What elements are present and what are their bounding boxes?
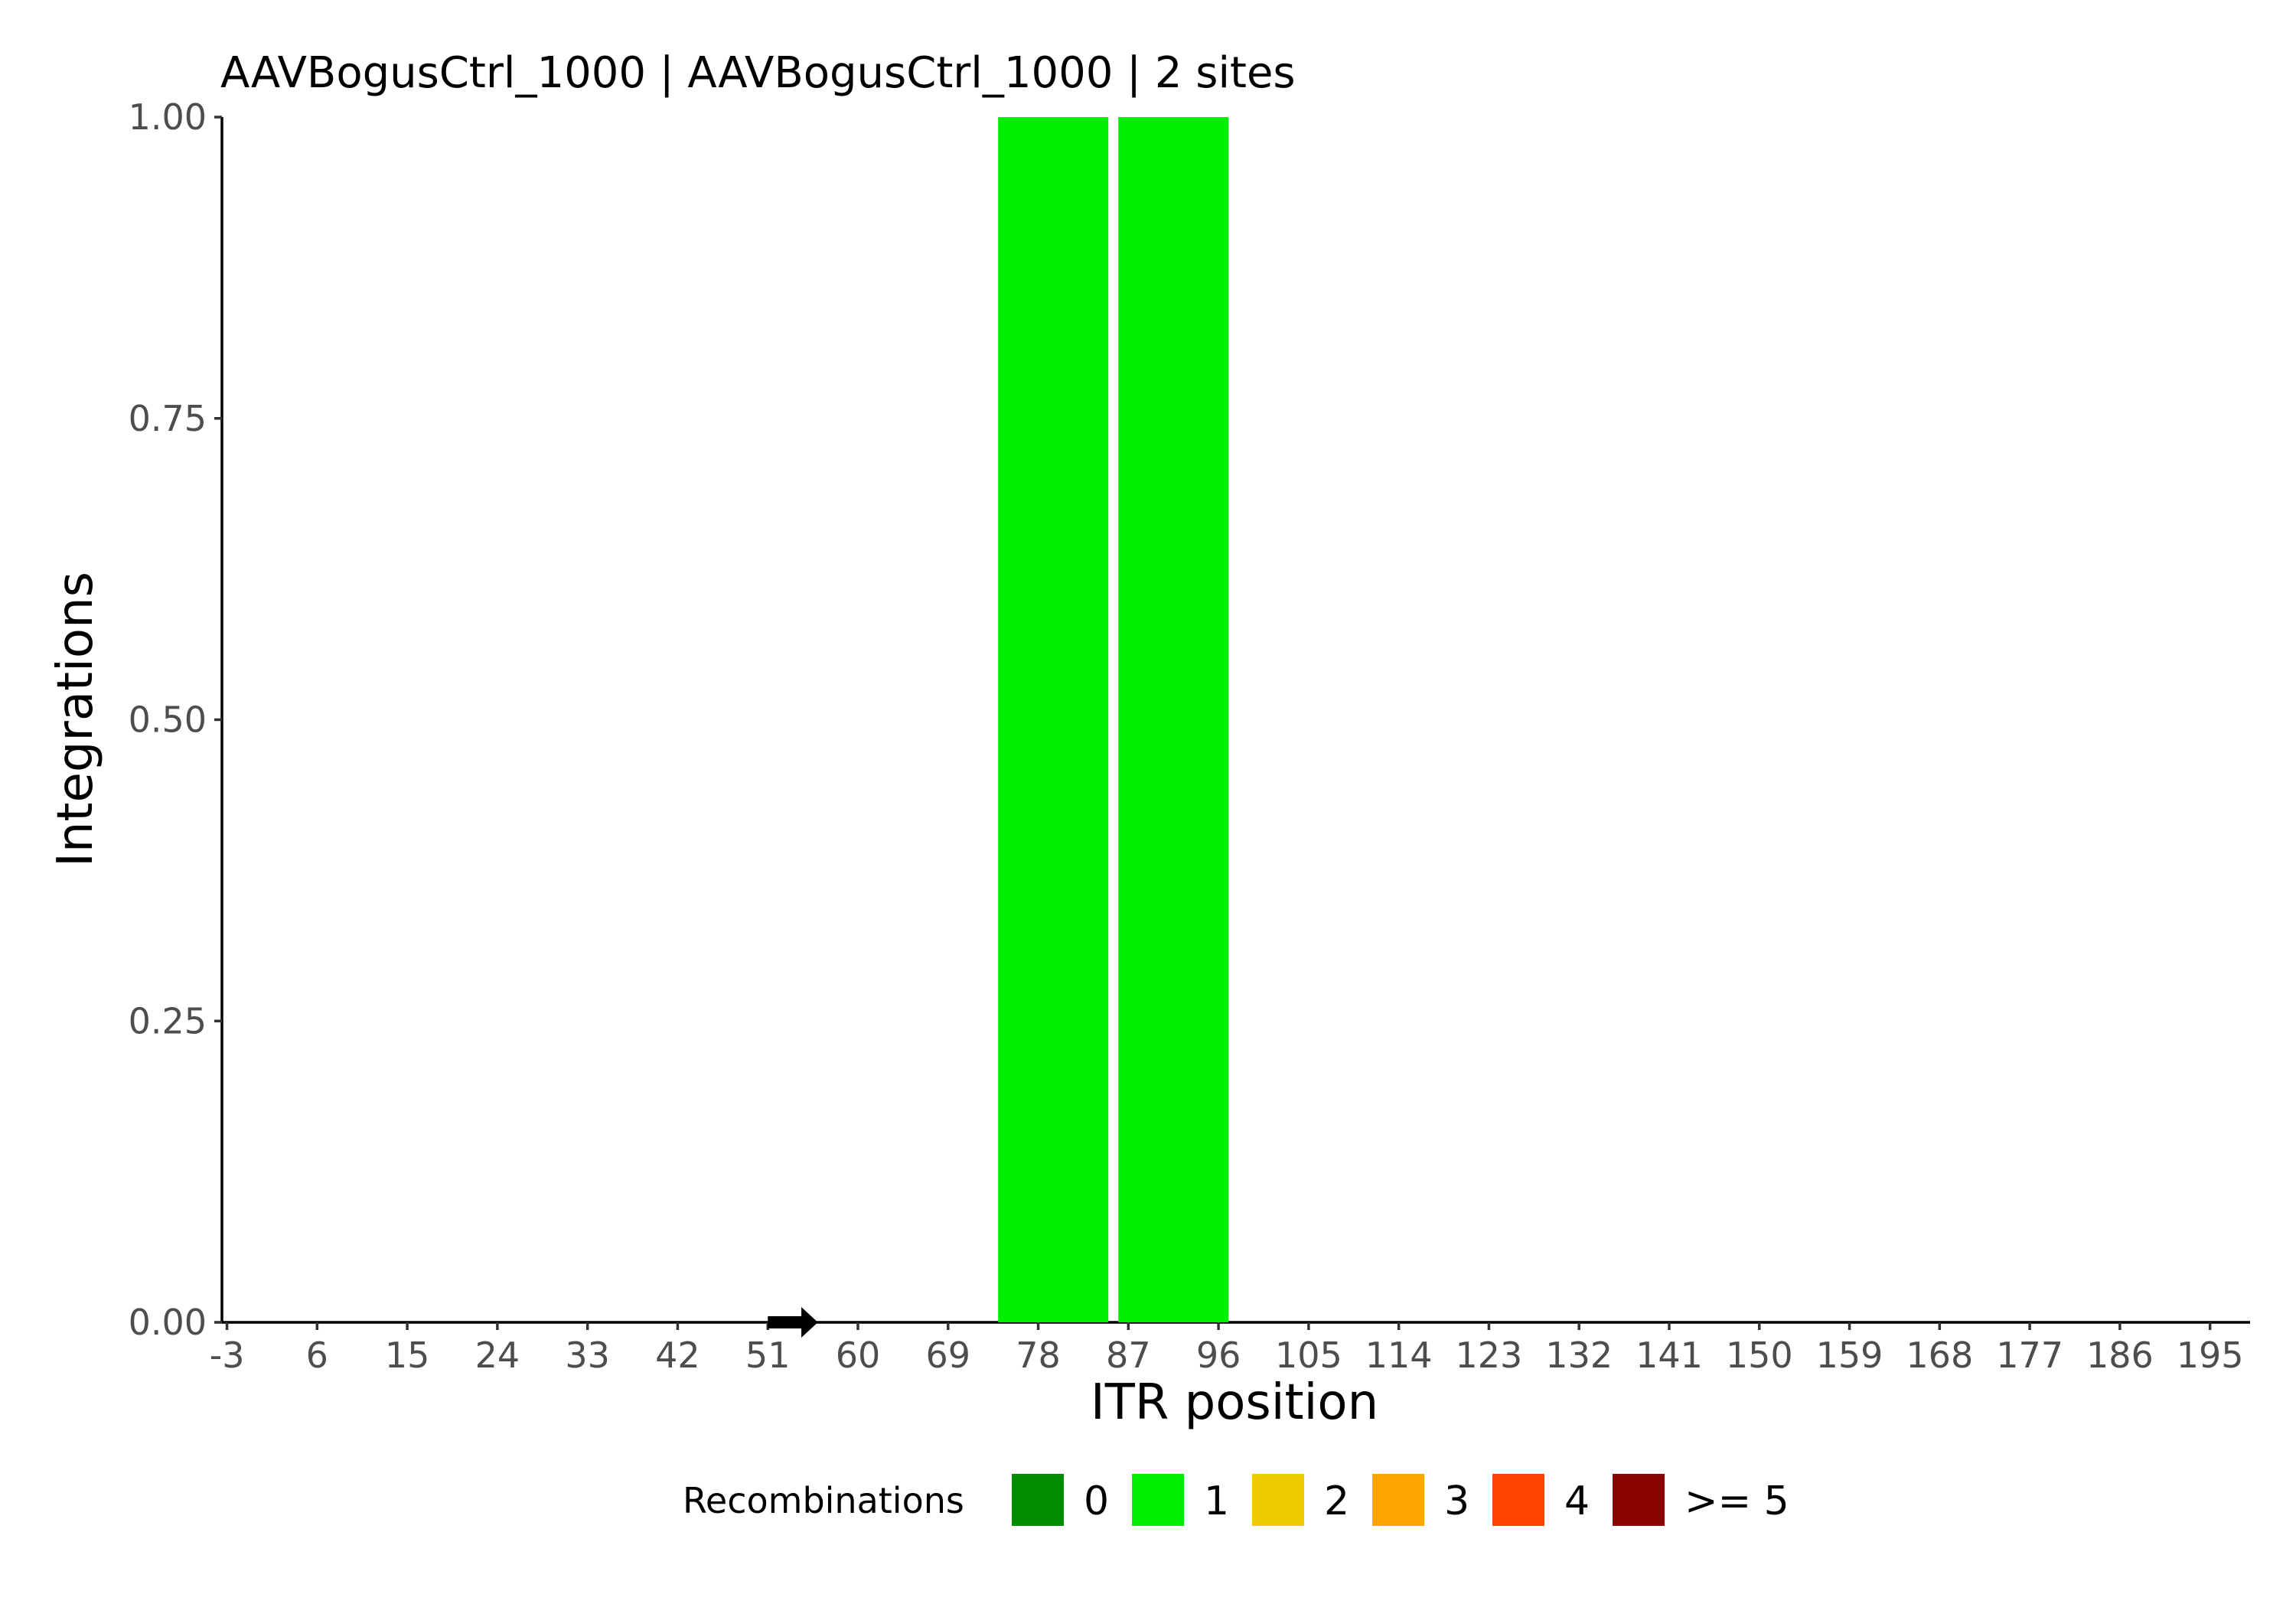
bar bbox=[1118, 117, 1229, 1322]
x-tick-label: 177 bbox=[1996, 1335, 2063, 1376]
x-tick-label: 105 bbox=[1275, 1335, 1342, 1376]
x-axis: -3 6 15 24 33 42 51 60 69 78 87 96 105 114 123 132 141 15… bbox=[210, 1307, 2250, 1376]
x-tick-label: 33 bbox=[565, 1335, 610, 1376]
x-tick-label: 168 bbox=[1906, 1335, 1973, 1376]
x-tick-label: 87 bbox=[1106, 1335, 1151, 1376]
x-axis-title: ITR position bbox=[1091, 1374, 1378, 1431]
y-tick-label: 1.00 bbox=[129, 96, 207, 138]
x-tick-label: 24 bbox=[475, 1335, 520, 1376]
x-tick-label: 96 bbox=[1196, 1335, 1241, 1376]
x-tick-label: 60 bbox=[836, 1335, 881, 1376]
itr-arrow-icon bbox=[768, 1307, 818, 1338]
legend-label: 0 bbox=[1084, 1478, 1109, 1524]
legend-title: Recombinations bbox=[683, 1480, 964, 1521]
legend-label: 1 bbox=[1204, 1478, 1229, 1524]
legend-label: 2 bbox=[1324, 1478, 1349, 1524]
chart-title: AAVBogusCtrl_1000 | AAVBogusCtrl_1000 | … bbox=[220, 48, 1296, 98]
legend-label: >= 5 bbox=[1684, 1478, 1789, 1524]
x-tick-label: 195 bbox=[2177, 1335, 2244, 1376]
y-tick-label: 0.50 bbox=[129, 699, 207, 741]
x-tick-label: 114 bbox=[1365, 1335, 1433, 1376]
y-axis: 0.00 0.25 0.50 0.75 1.00 bbox=[129, 96, 223, 1343]
y-axis-title: Integrations bbox=[47, 572, 104, 867]
legend-label: 4 bbox=[1564, 1478, 1590, 1524]
y-tick-label: 0.00 bbox=[129, 1302, 207, 1343]
x-tick-label: 186 bbox=[2086, 1335, 2154, 1376]
legend-swatch bbox=[1012, 1474, 1064, 1526]
bar bbox=[998, 117, 1109, 1322]
legend-swatch bbox=[1252, 1474, 1304, 1526]
x-tick-label: 159 bbox=[1816, 1335, 1883, 1376]
plot-area bbox=[998, 117, 1229, 1322]
x-tick-label: 69 bbox=[925, 1335, 970, 1376]
x-tick-label: 78 bbox=[1016, 1335, 1061, 1376]
x-tick-label: 6 bbox=[306, 1335, 328, 1376]
x-tick-label: -3 bbox=[210, 1335, 245, 1376]
x-tick-label: 132 bbox=[1545, 1335, 1613, 1376]
legend-swatch bbox=[1613, 1474, 1665, 1526]
legend: Recombinations 0 1 2 3 4 >= 5 bbox=[683, 1474, 1789, 1526]
x-tick-label: 123 bbox=[1456, 1335, 1523, 1376]
x-tick-label: 15 bbox=[385, 1335, 430, 1376]
x-tick-label: 42 bbox=[655, 1335, 700, 1376]
legend-swatch bbox=[1492, 1474, 1544, 1526]
x-tick-label: 141 bbox=[1636, 1335, 1703, 1376]
x-tick-label: 51 bbox=[745, 1335, 791, 1376]
y-tick-label: 0.25 bbox=[129, 1000, 207, 1041]
y-tick-label: 0.75 bbox=[129, 398, 207, 439]
x-tick-label: 150 bbox=[1726, 1335, 1793, 1376]
legend-swatch bbox=[1132, 1474, 1184, 1526]
legend-label: 3 bbox=[1444, 1478, 1469, 1524]
legend-swatch bbox=[1372, 1474, 1424, 1526]
